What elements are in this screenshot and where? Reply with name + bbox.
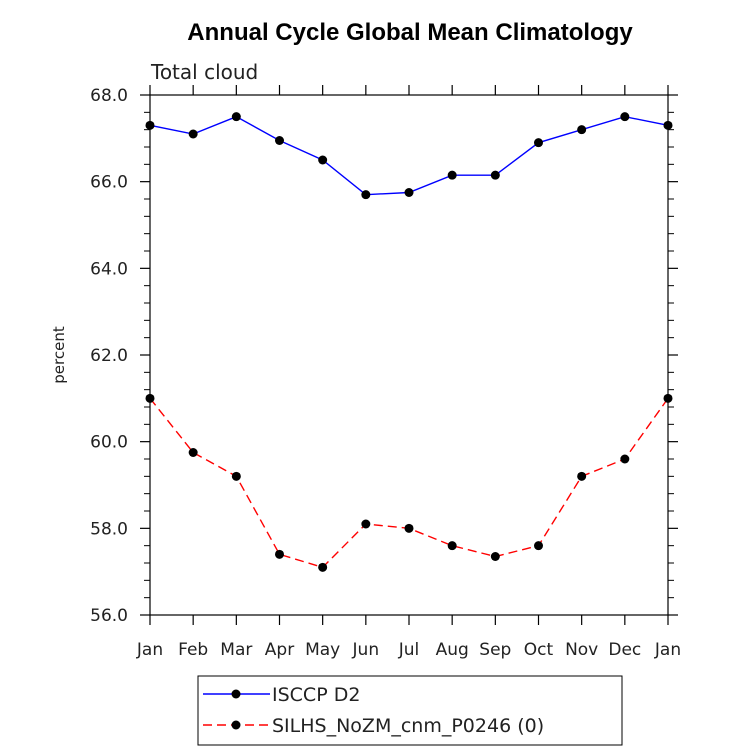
x-tick-label: Feb	[178, 640, 208, 660]
x-tick-label: Jan	[136, 640, 163, 660]
legend-label-1: ISCCP D2	[272, 684, 360, 706]
y-tick-label: 62.0	[90, 346, 128, 366]
y-tick-label: 66.0	[90, 173, 128, 193]
x-tick-label: Mar	[220, 640, 252, 660]
x-tick-label: Dec	[608, 640, 641, 660]
series-1-point	[318, 155, 328, 165]
x-tick-label: Jul	[398, 640, 420, 660]
series-1-point	[620, 112, 630, 122]
series-1-point	[490, 170, 500, 180]
y-tick-label: 68.0	[90, 86, 128, 106]
x-tick-label: May	[305, 640, 340, 660]
x-tick-label: Jan	[654, 640, 681, 660]
x-tick-label: Nov	[565, 640, 598, 660]
series-1-point	[447, 170, 457, 180]
chart-title: Annual Cycle Global Mean Climatology	[187, 19, 633, 46]
series-1-point	[188, 129, 198, 139]
chart-subtitle: Total cloud	[150, 60, 258, 84]
y-tick-label: 56.0	[90, 606, 128, 626]
plot-frame	[149, 94, 669, 616]
x-tick-label: Apr	[265, 640, 294, 660]
series-2-point	[275, 549, 284, 559]
series-2-point	[620, 454, 630, 464]
legend-marker-2	[231, 720, 241, 730]
series-1-point	[231, 112, 241, 122]
series-2-point	[361, 519, 371, 529]
series-1-point	[404, 188, 414, 197]
series-line-2	[149, 397, 669, 569]
axis-ticks: 56.0 58.0 60.0 62.0 64.0 66.0 68.0 Jan Feb Mar Apr…	[90, 85, 681, 660]
legend-box	[197, 675, 623, 746]
series-2-point	[231, 471, 241, 481]
series-2-point	[447, 541, 457, 551]
series-2-point	[318, 562, 328, 572]
legend-marker-1	[231, 689, 241, 699]
series-1-point	[361, 190, 371, 200]
series-1-point	[534, 138, 543, 148]
series-1-point	[275, 136, 284, 145]
x-tick-label: Jun	[352, 640, 380, 660]
y-tick-label: 60.0	[90, 433, 128, 453]
y-tick-label: 58.0	[90, 519, 128, 539]
series-line-1	[149, 115, 669, 196]
legend: ISCCP D2 SILHS_NoZM_cnm_P0246 (0)	[197, 675, 623, 746]
x-tick-label: Sep	[479, 640, 511, 660]
legend-label-2: SILHS_NoZM_cnm_P0246 (0)	[272, 715, 544, 737]
series-layer	[145, 112, 673, 572]
series-2-point	[577, 471, 587, 481]
series-2-point	[188, 448, 198, 457]
series-2-point	[404, 523, 414, 533]
series-2-point	[490, 552, 500, 561]
x-tick-label: Aug	[436, 640, 469, 660]
series-2-point	[534, 541, 543, 551]
series-1-point	[577, 125, 587, 135]
y-tick-label: 64.0	[90, 259, 128, 279]
x-tick-label: Oct	[524, 640, 554, 660]
y-axis-label: percent	[50, 326, 68, 384]
